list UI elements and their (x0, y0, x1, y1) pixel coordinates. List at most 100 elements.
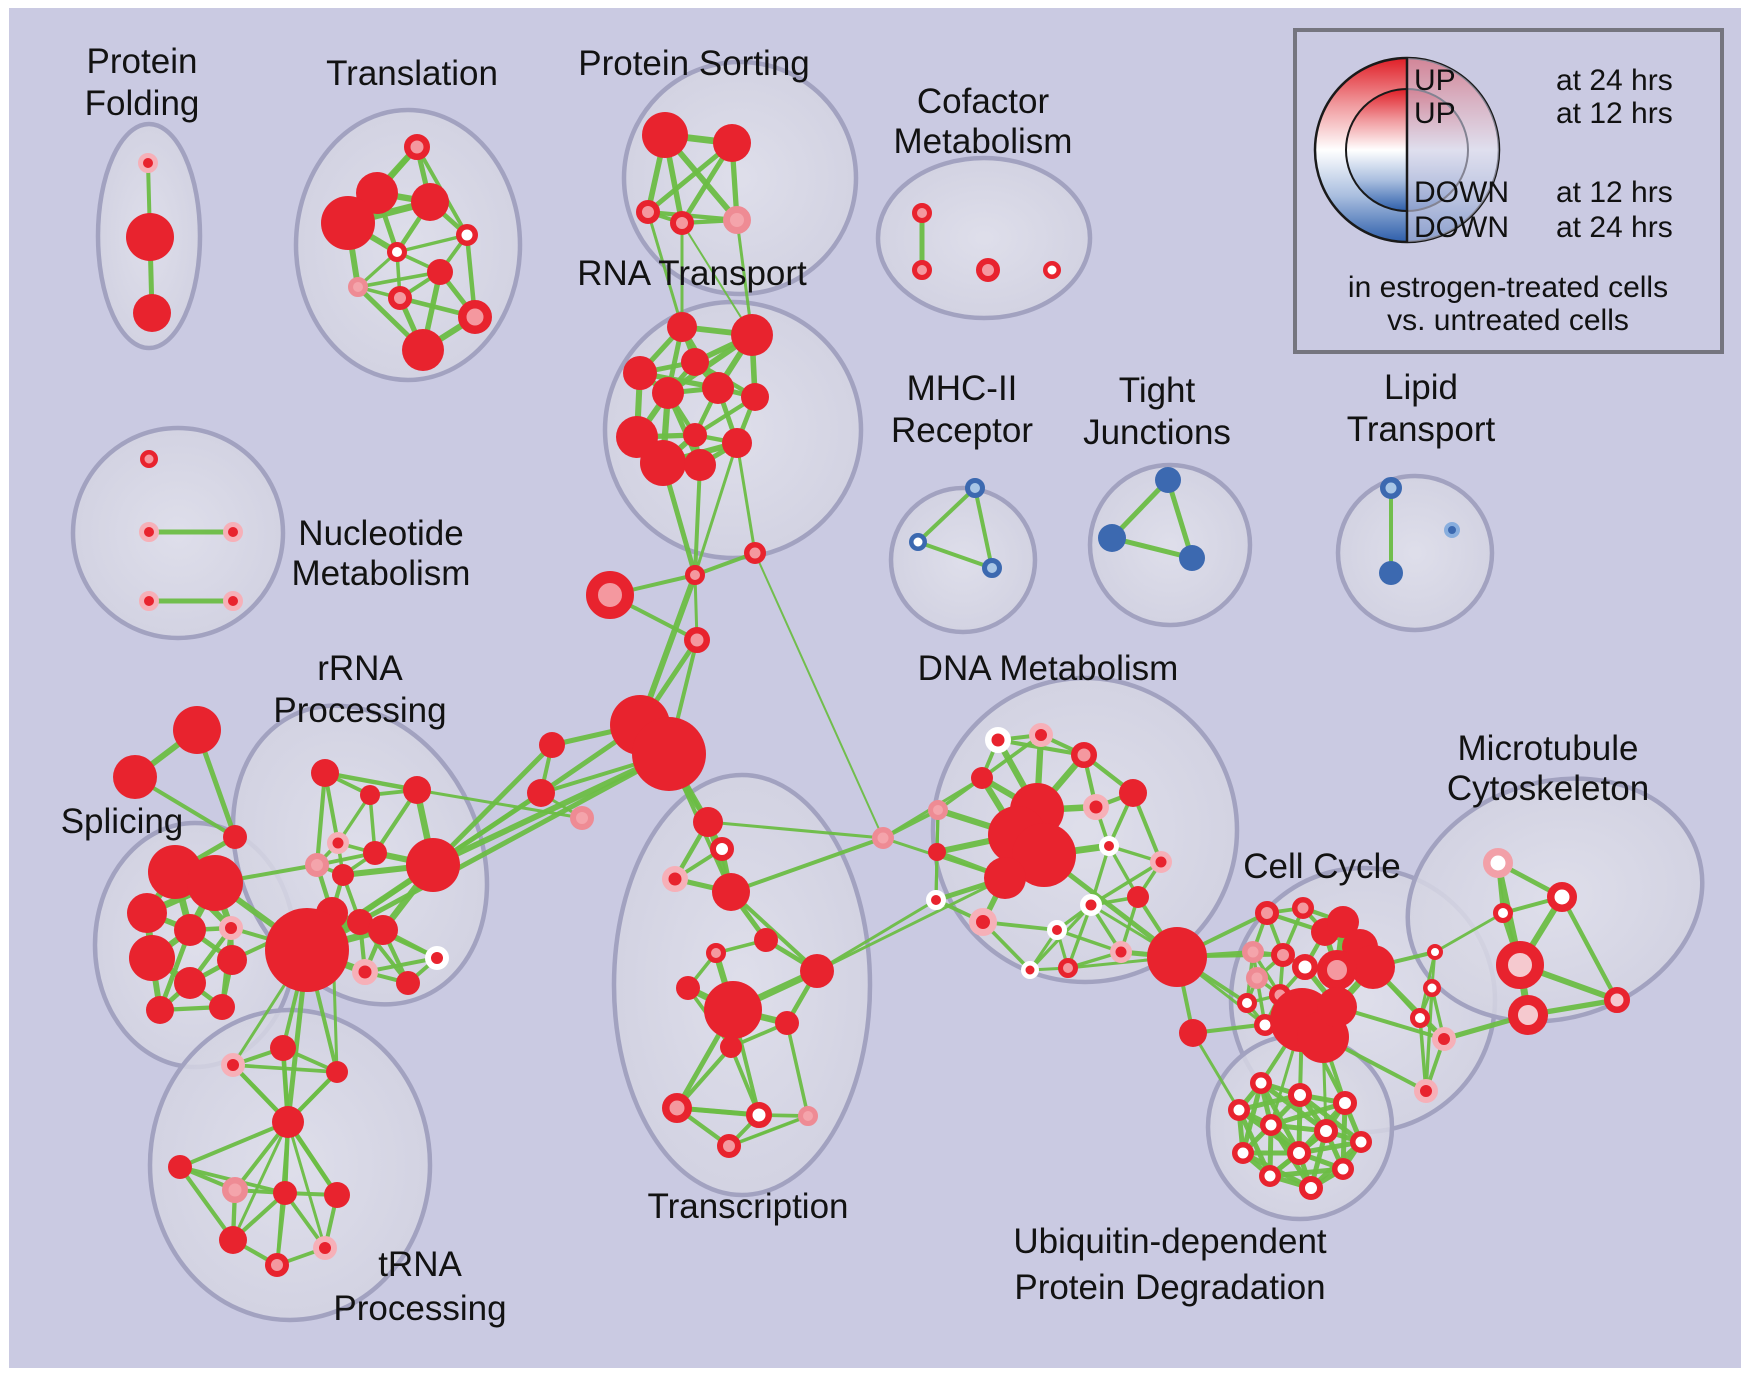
legend-note: vs. untreated cells (1387, 304, 1629, 337)
network-node (1237, 993, 1257, 1013)
network-node (1150, 851, 1172, 873)
network-node (702, 372, 734, 404)
network-node (173, 706, 221, 754)
network-node (402, 329, 444, 371)
network-node (539, 732, 565, 758)
network-node (1071, 742, 1097, 768)
network-node (126, 213, 174, 261)
cluster-label-rrna: Processing (273, 691, 446, 730)
network-node (168, 1155, 192, 1179)
network-node (1483, 848, 1513, 878)
network-node (667, 312, 697, 342)
network-node (685, 565, 705, 585)
network-edge (727, 1114, 810, 1148)
network-node (272, 1106, 304, 1138)
cluster-label-transcription: Transcription (648, 1187, 849, 1226)
network-node (1299, 1176, 1323, 1200)
legend-row-time: at 24 hrs (1556, 211, 1673, 244)
cluster-bubble-tight (1087, 462, 1253, 628)
network-node (1259, 1165, 1281, 1187)
network-node (174, 967, 206, 999)
network-node (1314, 1119, 1338, 1143)
legend-text: UP at 24 hrs UP at 12 hrs DOWN at 12 hrs DOWN a… (1348, 64, 1673, 337)
cluster-label-dna: DNA Metabolism (918, 649, 1179, 688)
network-node (1127, 886, 1149, 908)
network-node (623, 356, 657, 390)
network-node (456, 224, 478, 246)
network-node (223, 591, 243, 611)
network-node (347, 909, 373, 935)
network-node (133, 294, 171, 332)
network-node (1228, 1099, 1250, 1121)
network-node (1288, 1083, 1312, 1107)
network-node (1250, 1072, 1272, 1094)
network-edge (681, 222, 753, 336)
network-node (1021, 961, 1039, 979)
cluster-label-ubiquitin: Protein Degradation (1014, 1268, 1325, 1307)
network-node (1547, 882, 1577, 912)
cluster-label-lipid: Transport (1347, 410, 1496, 449)
network-node (928, 843, 946, 861)
network-node (209, 994, 235, 1020)
legend: UP at 24 hrs UP at 12 hrs DOWN at 12 hrs DOWN a… (1293, 28, 1724, 354)
network-edge (1559, 894, 1620, 1003)
network-node (140, 450, 158, 468)
network-node (1292, 954, 1318, 980)
network-edge (1424, 986, 1434, 1093)
network-node (403, 776, 431, 804)
network-node (1604, 987, 1630, 1013)
network-node (217, 945, 247, 975)
network-node (332, 864, 354, 886)
network-node (1380, 477, 1402, 499)
network-node (270, 1035, 296, 1061)
network-node (348, 277, 368, 297)
network-node (223, 522, 243, 542)
legend-row-word: DOWN (1414, 176, 1509, 209)
network-edge (1055, 928, 1123, 954)
network-node (223, 825, 247, 849)
network-node (326, 1061, 348, 1083)
network-node (912, 260, 932, 280)
network-node (712, 873, 750, 911)
network-edge (916, 540, 994, 570)
network-node (388, 286, 412, 310)
network-node (1327, 906, 1359, 938)
cluster-label-cellcycle: Cell Cycle (1243, 847, 1401, 886)
network-node (926, 890, 946, 910)
cluster-label-mhc: MHC-II (907, 369, 1018, 408)
network-node (984, 857, 1026, 899)
network-edge (275, 1191, 287, 1267)
network-node (1147, 927, 1207, 987)
network-node (1119, 779, 1147, 807)
network-node (458, 300, 492, 334)
network-node (1083, 794, 1109, 820)
network-node (754, 928, 778, 952)
network-node (127, 893, 167, 933)
network-edge (754, 552, 884, 839)
network-node (652, 377, 684, 409)
network-node (800, 954, 834, 988)
network-node (971, 767, 993, 789)
network-node (710, 837, 734, 861)
network-node (684, 627, 710, 653)
network-node (1080, 894, 1102, 916)
network-node (798, 1106, 818, 1126)
legend-row-word: UP (1414, 64, 1456, 97)
cluster-label-trna: Processing (333, 1289, 506, 1328)
network-edge (1258, 1080, 1329, 1134)
network-node (1317, 950, 1357, 990)
network-node (640, 440, 686, 486)
network-node (396, 971, 420, 995)
legend-row-word: UP (1414, 97, 1456, 130)
network-node (704, 981, 762, 1039)
network-edge (1267, 1166, 1346, 1179)
network-node (741, 383, 769, 411)
network-node (928, 800, 948, 820)
cluster-label-rrna: rRNA (317, 649, 403, 688)
network-node (425, 946, 449, 970)
network-node (1260, 1114, 1282, 1136)
cluster-label-lipid: Lipid (1384, 368, 1458, 407)
network-node (744, 542, 766, 564)
network-node (1410, 1008, 1430, 1028)
